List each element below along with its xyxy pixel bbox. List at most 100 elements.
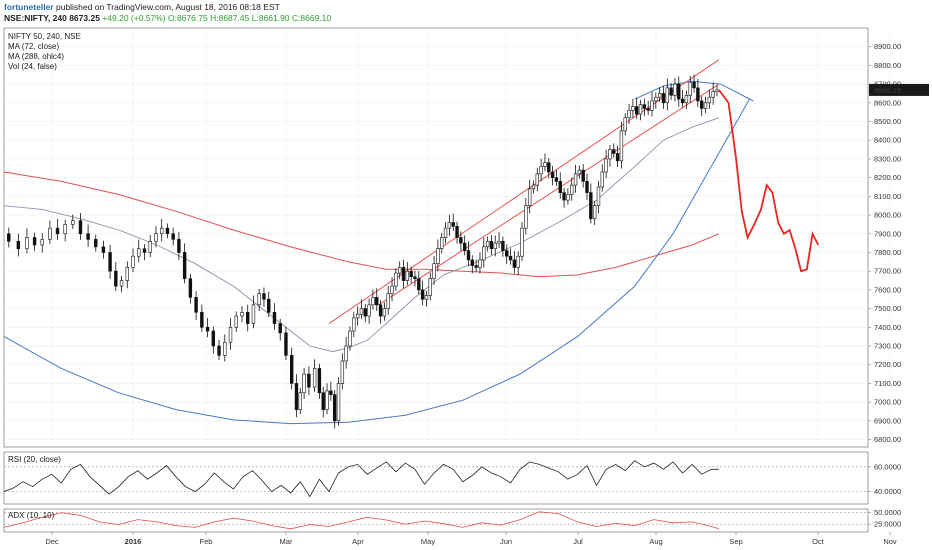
candle-body (262, 293, 266, 300)
candle-body (466, 250, 471, 261)
candle-body (367, 304, 371, 317)
chart-canvas[interactable]: RSI (20, close) ADX (10, 10) 6800.00 6900… (0, 26, 932, 550)
candle-body (608, 149, 612, 160)
candle-body (612, 149, 616, 154)
candle-body (470, 259, 475, 266)
candle-body (577, 169, 582, 175)
price-tick-label: 7500.00 (874, 304, 901, 313)
candle-body (55, 227, 60, 235)
candle-body (497, 240, 501, 244)
pane-frame (3, 508, 869, 533)
price-pane[interactable] (3, 59, 820, 429)
candle-body (312, 368, 317, 388)
candle-body (420, 289, 425, 300)
candle-body (707, 96, 712, 104)
candle-body (623, 117, 627, 132)
candle-body (48, 227, 52, 240)
ohlc-line: NSE:NIFTY, 240 8673.25 +49.20 (+0.57%) O… (4, 13, 331, 23)
candle-body (432, 263, 436, 279)
time-tick-label: Oct (812, 537, 825, 546)
time-tick-label: Nov (883, 537, 897, 546)
candle-body (505, 250, 509, 257)
channel-lower-line (378, 83, 720, 306)
candle-body (680, 98, 685, 104)
last-price-tag-label: 8669.10 (874, 86, 901, 95)
candle-body (148, 240, 152, 253)
time-tick-label: 2016 (125, 537, 142, 546)
candle-body (604, 158, 608, 173)
candle-body (363, 308, 367, 317)
candle-body (101, 246, 106, 253)
last-price: 8673.25 (69, 13, 100, 23)
candle-body (673, 83, 677, 96)
candle-body (715, 89, 719, 92)
candle-body (298, 392, 302, 410)
legend-entry: MA (288, ohlc4) (8, 52, 64, 61)
candle-body (348, 330, 352, 347)
candle-body (234, 315, 238, 328)
candle-body (332, 394, 337, 422)
price-tick-label: 7300.00 (874, 341, 901, 350)
adx-title: ADX (10, 10) (8, 511, 55, 520)
candle-body (489, 240, 494, 250)
candle-body (217, 345, 221, 356)
candle-body (482, 246, 486, 261)
candle-body (535, 173, 540, 186)
candle-body (108, 252, 112, 272)
candle-body (86, 233, 90, 240)
price-axis[interactable]: 6800.00 6900.00 7000.00 7100.00 7200.00 7300.… (868, 42, 929, 529)
candle-body (125, 267, 129, 281)
price-tick-label: 8500.00 (874, 117, 901, 126)
legend-entry: NIFTY 50, 240, NSE (8, 32, 81, 41)
candle-body (485, 240, 490, 248)
candle-body (329, 390, 333, 395)
candle-body (205, 326, 210, 332)
candle-body (696, 87, 700, 102)
rsi-pane[interactable]: RSI (20, close) (3, 455, 868, 498)
price-tick-label: 6900.00 (874, 416, 901, 425)
candle-body (508, 255, 513, 261)
price-tick-label: 7700.00 (874, 267, 901, 276)
candle-body (661, 93, 666, 104)
candle-body (581, 169, 585, 182)
candle-body (284, 332, 288, 356)
rsi-tick-label: 40.0000 (874, 487, 901, 496)
candle-body (390, 285, 394, 294)
candle-body (531, 184, 536, 190)
time-axis[interactable]: Dec 2016 Feb Mar Apr May Jun Jul Aug Sep Oct Nov (45, 532, 897, 546)
grid-lines (4, 28, 891, 447)
candle-body (615, 153, 620, 162)
candle-body (336, 383, 341, 422)
candle-body (428, 278, 432, 296)
candle-body (25, 237, 29, 250)
time-tick-label: Apr (352, 537, 364, 546)
adx-pane[interactable]: ADX (10, 10) (3, 511, 868, 530)
candle-body (302, 373, 306, 394)
candle-body (592, 205, 597, 220)
top-arc-line (634, 80, 754, 102)
candle-body (524, 205, 528, 229)
candle-body (240, 312, 244, 317)
candle-body (413, 276, 417, 279)
candle-body (251, 304, 256, 324)
price-tick-label: 8900.00 (874, 42, 901, 51)
candle-body (440, 237, 444, 250)
candle-body (325, 390, 329, 410)
candle-body (405, 270, 410, 281)
candle-body (550, 171, 555, 178)
author-link[interactable]: fortuneteller (4, 2, 54, 12)
candle-body (409, 270, 413, 278)
candle-body (459, 237, 463, 244)
time-tick-label: May (421, 537, 435, 546)
candle-body (451, 222, 455, 227)
candle-body (397, 267, 402, 274)
candle-body (417, 278, 421, 291)
candle-body (340, 360, 345, 384)
time-tick-label: Jun (500, 537, 512, 546)
candle-body (317, 368, 322, 394)
candle-body (501, 240, 505, 251)
candle-body (562, 192, 566, 201)
ma288-line (3, 171, 720, 278)
candle-body (371, 297, 375, 306)
candle-body (32, 237, 37, 246)
